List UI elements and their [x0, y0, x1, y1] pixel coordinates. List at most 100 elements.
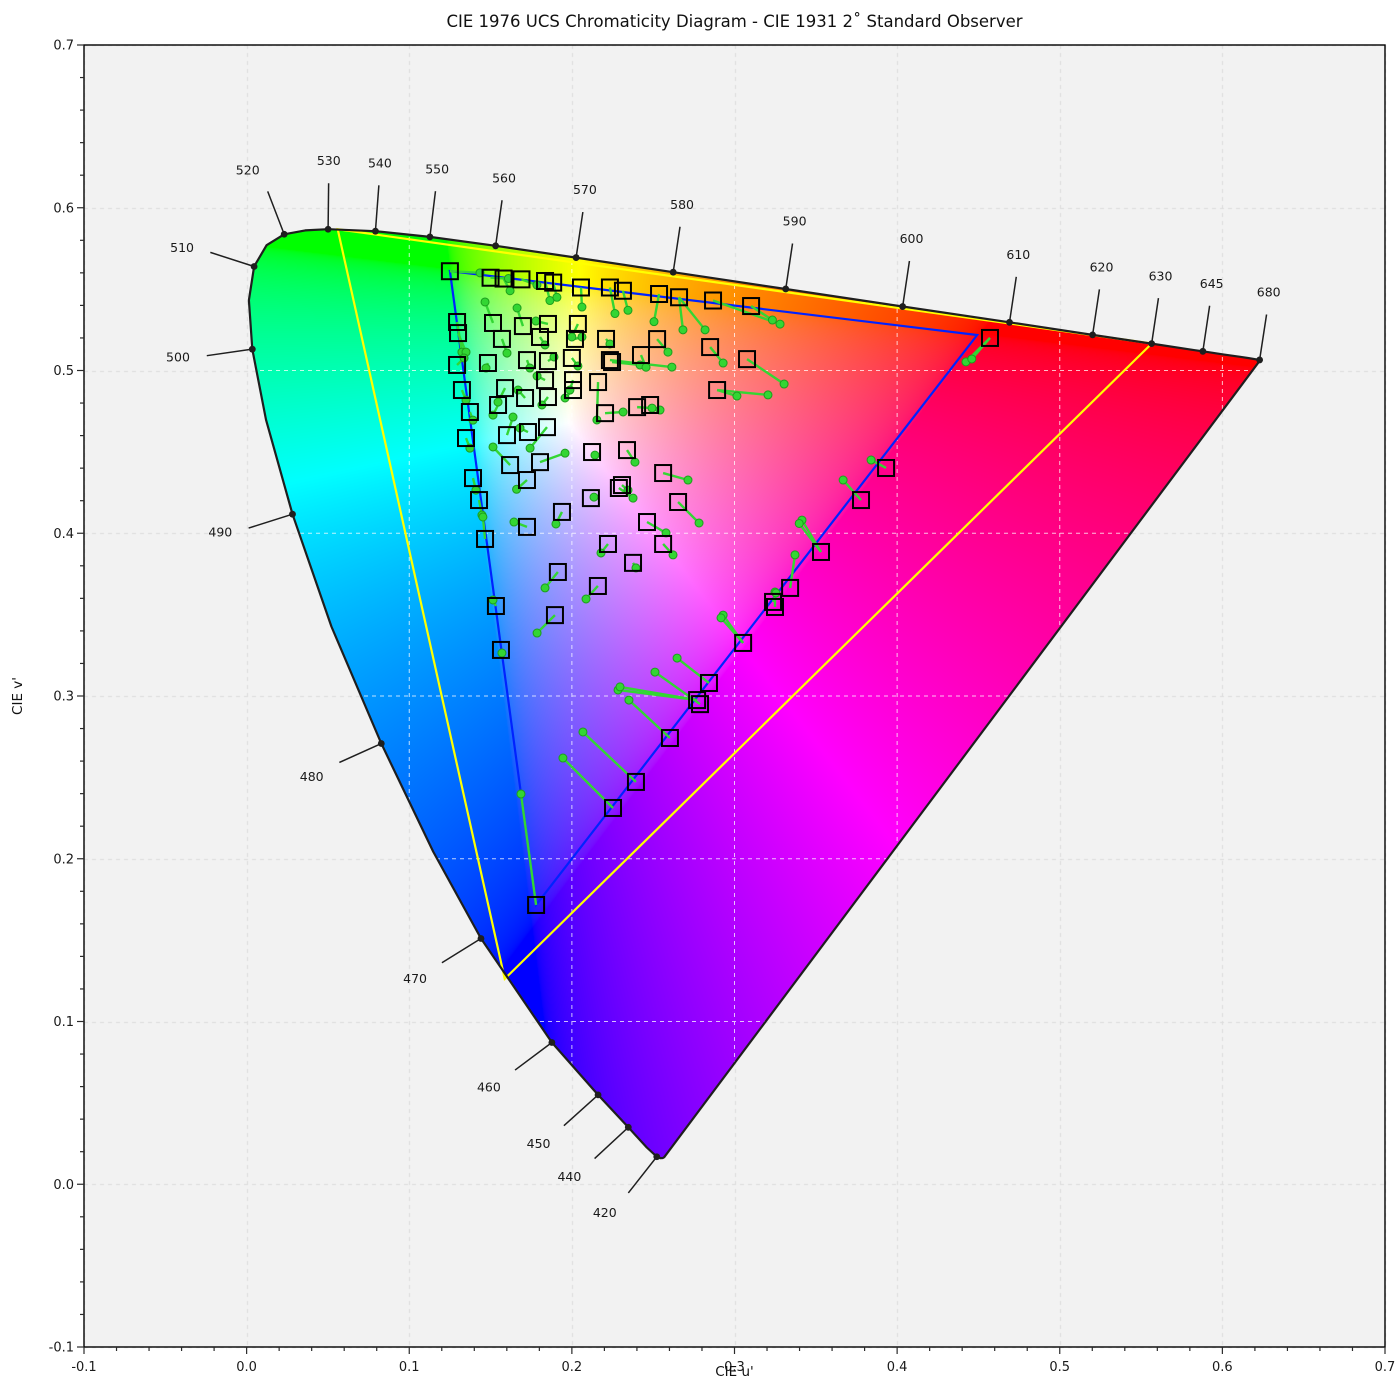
measured-point	[624, 695, 634, 705]
wavelength-point-560	[492, 242, 500, 250]
reference-square	[638, 513, 657, 532]
reference-square	[568, 314, 587, 333]
x-tick-label: 0.5	[1049, 1360, 1070, 1375]
reference-square	[581, 489, 600, 508]
x-tick-label: 0.6	[1212, 1360, 1233, 1375]
y-tick-label: 0.6	[53, 201, 74, 216]
reference-square	[481, 268, 500, 287]
wavelength-point-500	[248, 345, 256, 353]
x-tick-label: 0.1	[399, 1360, 420, 1375]
wavelength-point-480	[377, 740, 385, 747]
wavelength-label-620: 620	[1090, 260, 1114, 275]
measured-point	[560, 448, 570, 458]
reference-square	[598, 534, 617, 553]
wavelength-point-600	[899, 303, 907, 310]
x-tick-label: 0.4	[887, 1360, 908, 1375]
reference-square	[491, 640, 510, 659]
shift-line	[519, 793, 538, 906]
x-tick-label: 0.0	[236, 1360, 257, 1375]
measured-point	[630, 457, 640, 467]
measured-point	[683, 475, 693, 485]
shift-line	[970, 337, 991, 360]
y-tick-label: 0.3	[53, 690, 74, 705]
measured-point	[650, 667, 660, 677]
shift-line	[676, 657, 710, 684]
reference-square	[562, 348, 581, 367]
shift-line	[619, 685, 698, 702]
reference-squares	[440, 262, 999, 914]
wavelength-point-645	[1199, 347, 1207, 355]
reference-square	[512, 270, 531, 289]
wavelength-point-620	[1089, 331, 1097, 339]
reference-square	[765, 597, 784, 616]
reference-square	[571, 278, 590, 297]
gridlines	[248, 229, 1261, 1159]
wavelength-tick-540	[374, 185, 380, 232]
wavelength-point-540	[372, 227, 379, 235]
measured-point	[581, 594, 591, 604]
reference-square	[650, 285, 669, 304]
reference-square	[704, 291, 723, 310]
shift-line	[628, 699, 671, 739]
shift-line	[678, 296, 707, 331]
wavelength-tick-645	[1202, 305, 1211, 352]
wavelength-tick-490	[248, 513, 293, 529]
measured-point	[763, 390, 773, 400]
spectral-locus	[247, 228, 1262, 1160]
wavelength-label-460: 460	[477, 1079, 501, 1094]
wavelength-tick-620	[1091, 289, 1101, 335]
measured-point	[508, 412, 518, 422]
wavelength-label-480: 480	[300, 769, 324, 784]
measured-point	[618, 407, 628, 417]
reference-square	[565, 329, 584, 348]
wavelength-point-570	[572, 254, 580, 261]
measured-point	[794, 518, 804, 528]
wavelength-tick-550	[429, 191, 437, 237]
wavelength-point-610	[1006, 318, 1013, 326]
shift-line	[798, 522, 822, 553]
y-tick-label: 0.0	[53, 1178, 74, 1193]
shift-line	[677, 501, 700, 524]
reference-square	[852, 491, 871, 510]
reference-square	[517, 471, 536, 490]
reference-square	[452, 381, 471, 400]
measured-point	[694, 518, 704, 528]
reference-square	[654, 534, 673, 553]
y-tick-label: 0.4	[53, 527, 74, 542]
y-tick-label: -0.1	[49, 1341, 74, 1356]
shift-line	[611, 360, 641, 367]
wavelength-point-530	[324, 225, 332, 233]
reference-square	[489, 396, 508, 415]
wavelength-tick-630	[1150, 298, 1160, 344]
measured-point	[525, 443, 535, 453]
wavelength-point-590	[782, 285, 790, 293]
measured-point	[610, 309, 620, 319]
reference-square	[476, 529, 495, 548]
measured-point	[567, 332, 577, 342]
reference-square	[708, 381, 727, 400]
reference-square	[980, 328, 999, 347]
reference-square	[517, 517, 536, 536]
measured-point	[663, 347, 673, 357]
reference-square	[486, 596, 505, 615]
y-tick-label: 0.7	[53, 39, 74, 54]
wavelength-point-680	[1256, 356, 1264, 364]
measured-point	[647, 403, 657, 413]
x-tick-label: -0.1	[71, 1360, 96, 1375]
reference-square	[463, 469, 482, 488]
measured-point	[700, 325, 710, 335]
measured-point	[779, 379, 789, 389]
wavelength-point-440	[624, 1123, 632, 1131]
reference-square	[564, 371, 583, 390]
shift-line	[788, 554, 797, 589]
wavelength-label-590: 590	[783, 214, 807, 229]
wavelength-point-550	[426, 233, 434, 241]
reference-square	[641, 396, 660, 415]
reference-square	[628, 398, 647, 417]
reference-square	[609, 479, 628, 498]
reference-square	[552, 502, 571, 521]
reference-square	[738, 350, 757, 369]
wavelength-tick-480	[339, 742, 382, 764]
shift-line	[652, 293, 661, 322]
measured-point	[678, 325, 688, 335]
